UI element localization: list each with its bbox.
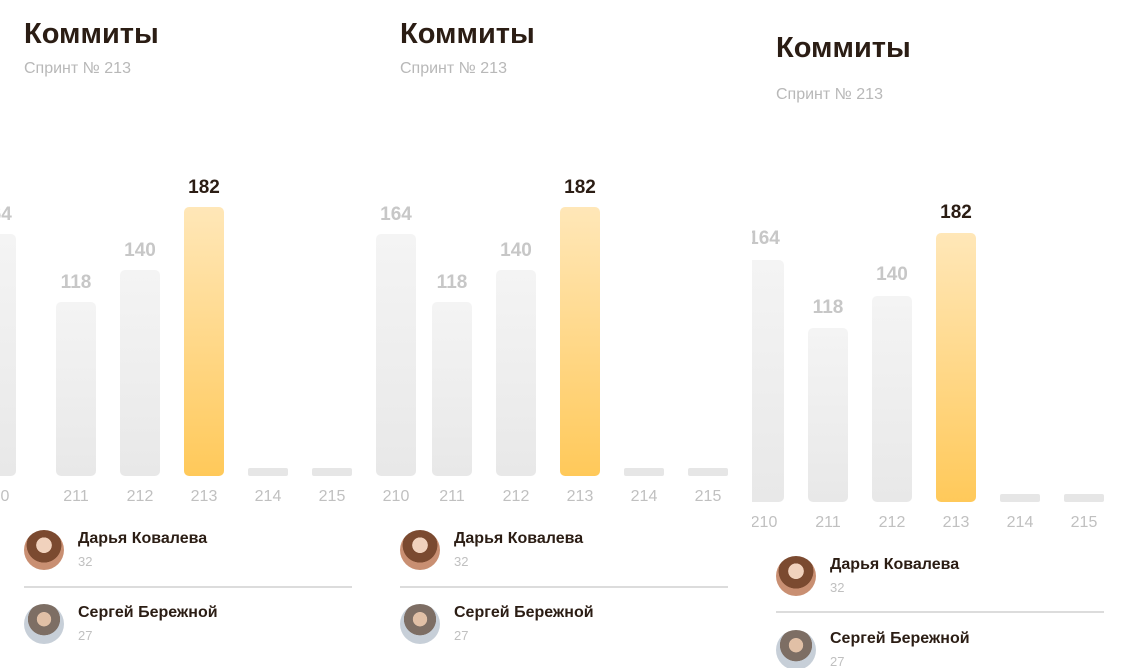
user-commit-count: 32 <box>454 554 469 569</box>
user-item[interactable]: Сергей Бережной 27 <box>776 630 1104 668</box>
bar-label: 210 <box>0 488 10 505</box>
bar-label: 213 <box>190 488 218 505</box>
bar <box>184 207 224 476</box>
bar <box>808 328 848 502</box>
bar-value: 164 <box>380 204 412 225</box>
widget-title: Коммиты <box>776 32 911 64</box>
bar <box>312 468 352 476</box>
avatar <box>24 604 64 644</box>
widget-title: Коммиты <box>24 18 159 50</box>
user-name: Дарья Ковалева <box>454 530 584 547</box>
bar-label: 214 <box>254 488 282 505</box>
user-commit-count: 27 <box>454 628 469 643</box>
commits-widget-middle: Коммиты Спринт № 213 164 210 118 211 140… <box>376 0 728 668</box>
bar <box>688 468 728 476</box>
bar-label: 212 <box>126 488 154 505</box>
avatar <box>776 630 816 668</box>
bar-value: 164 <box>0 204 12 225</box>
bar <box>624 468 664 476</box>
bar <box>936 233 976 502</box>
widget-subtitle: Спринт № 213 <box>400 60 507 77</box>
user-name: Сергей Бережной <box>78 604 218 621</box>
widget-subtitle: Спринт № 213 <box>24 60 131 77</box>
bar <box>56 302 96 476</box>
avatar <box>400 604 440 644</box>
bar-label: 213 <box>566 488 594 505</box>
bar <box>432 302 472 476</box>
bar-value: 164 <box>752 228 780 249</box>
user-item[interactable]: Дарья Ковалева 32 <box>776 556 1104 616</box>
user-name: Сергей Бережной <box>830 630 970 647</box>
user-item[interactable]: Сергей Бережной 27 <box>24 604 352 664</box>
bar <box>872 296 912 502</box>
bar-label: 212 <box>878 514 906 531</box>
bar-label: 211 <box>439 488 465 505</box>
bar-value: 182 <box>188 177 220 198</box>
user-commit-count: 32 <box>78 554 93 569</box>
bar <box>248 468 288 476</box>
bar <box>1064 494 1104 502</box>
user-name: Сергей Бережной <box>454 604 594 621</box>
bar-label: 212 <box>502 488 530 505</box>
bar-label: 214 <box>630 488 658 505</box>
bar-label: 210 <box>752 514 778 531</box>
bar <box>0 234 16 476</box>
divider <box>776 611 1104 613</box>
divider <box>24 586 352 588</box>
bar <box>560 207 600 476</box>
bar <box>376 234 416 476</box>
commits-widget-right: Коммиты Спринт № 213 164 210 118 211 140… <box>752 0 1104 668</box>
widget-title: Коммиты <box>400 18 535 50</box>
bar-value: 140 <box>876 264 908 285</box>
bar-label: 211 <box>815 514 841 531</box>
bar-label: 211 <box>63 488 89 505</box>
widget-subtitle: Спринт № 213 <box>776 86 883 103</box>
commits-widget-left: Коммиты Спринт № 213 164 210 118 211 140… <box>0 0 352 668</box>
divider <box>400 586 728 588</box>
avatar <box>24 530 64 570</box>
bar-value: 182 <box>564 177 596 198</box>
user-commit-count: 27 <box>78 628 93 643</box>
avatar <box>776 556 816 596</box>
bar-value: 140 <box>500 240 532 261</box>
user-name: Дарья Ковалева <box>830 556 960 573</box>
user-item[interactable]: Дарья Ковалева 32 <box>24 530 352 590</box>
bar <box>1000 494 1040 502</box>
bar-label: 214 <box>1006 514 1034 531</box>
bar-label: 215 <box>318 488 346 505</box>
bar-value: 182 <box>940 202 972 223</box>
bar-value: 118 <box>60 272 92 293</box>
bar-value: 118 <box>812 297 844 318</box>
user-item[interactable]: Сергей Бережной 27 <box>400 604 728 664</box>
bar-label: 215 <box>1070 514 1098 531</box>
user-commit-count: 32 <box>830 580 845 595</box>
user-name: Дарья Ковалева <box>78 530 208 547</box>
user-item[interactable]: Дарья Ковалева 32 <box>400 530 728 590</box>
bar-label: 215 <box>694 488 722 505</box>
bar <box>120 270 160 476</box>
avatar <box>400 530 440 570</box>
bar-value: 140 <box>124 240 156 261</box>
bar <box>752 260 784 502</box>
bar <box>496 270 536 476</box>
bar-value: 118 <box>436 272 468 293</box>
user-commit-count: 27 <box>830 654 845 668</box>
bar-label: 213 <box>942 514 970 531</box>
bar-label: 210 <box>382 488 410 505</box>
